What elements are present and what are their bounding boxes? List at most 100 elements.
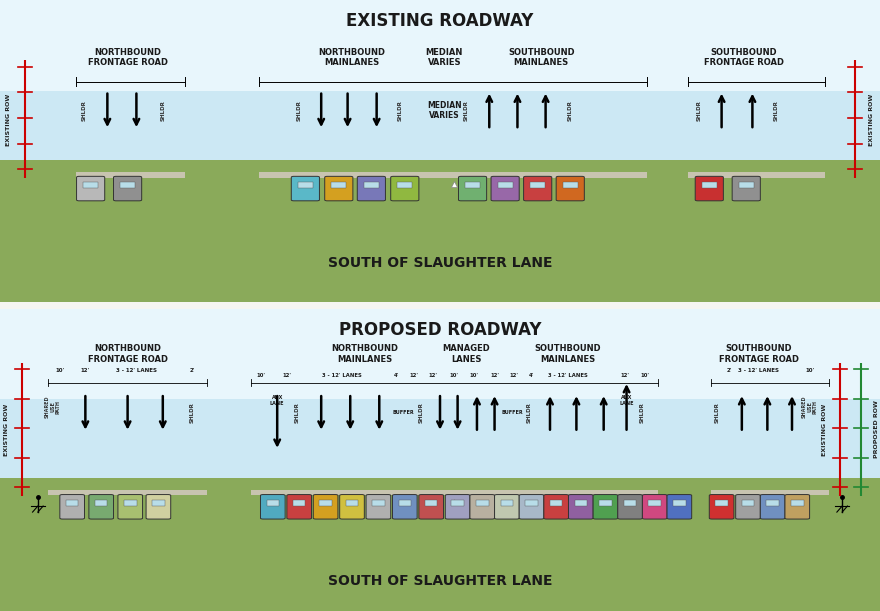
FancyBboxPatch shape	[618, 494, 642, 519]
Bar	[425, 500, 437, 507]
Text: SHLDR: SHLDR	[697, 100, 702, 121]
Bar	[531, 181, 545, 188]
Bar	[688, 172, 825, 178]
Bar	[48, 490, 207, 496]
Text: 12': 12'	[620, 373, 629, 378]
Text: 10': 10'	[805, 368, 814, 373]
Text: BUFFER: BUFFER	[502, 411, 523, 415]
Text: 12': 12'	[490, 373, 499, 378]
FancyBboxPatch shape	[366, 494, 391, 519]
Text: EXISTING ROW: EXISTING ROW	[6, 93, 11, 145]
Bar	[476, 500, 488, 507]
Text: EXISTING ROW: EXISTING ROW	[869, 93, 874, 145]
Bar	[346, 500, 358, 507]
Text: EXISTING ROW: EXISTING ROW	[4, 403, 9, 456]
FancyBboxPatch shape	[470, 494, 495, 519]
Polygon shape	[0, 481, 880, 611]
Bar	[525, 500, 538, 507]
Text: 3 - 12' LANES: 3 - 12' LANES	[547, 373, 588, 378]
Text: SHLDR: SHLDR	[189, 403, 194, 423]
Text: 3 - 12' LANES: 3 - 12' LANES	[116, 368, 157, 373]
FancyBboxPatch shape	[340, 494, 364, 519]
Text: NORTHBOUND
MAINLANES: NORTHBOUND MAINLANES	[319, 48, 385, 67]
Bar	[702, 181, 716, 188]
Text: MANAGED
LANES: MANAGED LANES	[443, 344, 490, 364]
FancyBboxPatch shape	[419, 494, 444, 519]
FancyBboxPatch shape	[593, 494, 618, 519]
Text: NORTHBOUND
FRONTAGE ROAD: NORTHBOUND FRONTAGE ROAD	[88, 48, 167, 67]
FancyBboxPatch shape	[519, 494, 544, 519]
Bar	[466, 181, 480, 188]
Bar	[332, 181, 346, 188]
Text: SOUTH OF SLAUGHTER LANE: SOUTH OF SLAUGHTER LANE	[327, 574, 553, 588]
Text: 12': 12'	[510, 373, 518, 378]
Bar	[0, 478, 880, 611]
Text: 2': 2'	[727, 368, 732, 373]
Polygon shape	[0, 163, 880, 302]
Text: SHLDR: SHLDR	[526, 403, 532, 423]
Bar	[550, 500, 562, 507]
Bar	[0, 293, 880, 400]
FancyBboxPatch shape	[732, 177, 760, 201]
Text: SHLDR: SHLDR	[715, 403, 720, 423]
Text: EXISTING ROW: EXISTING ROW	[822, 403, 827, 456]
Bar	[152, 500, 165, 507]
FancyBboxPatch shape	[491, 177, 519, 201]
Text: AUX
LANE: AUX LANE	[270, 395, 284, 406]
Bar	[742, 500, 754, 507]
Text: SOUTHBOUND
FRONTAGE ROAD: SOUTHBOUND FRONTAGE ROAD	[719, 344, 798, 364]
Bar	[715, 500, 728, 507]
FancyBboxPatch shape	[260, 494, 285, 519]
Bar	[66, 500, 78, 507]
Text: SOUTHBOUND
MAINLANES: SOUTHBOUND MAINLANES	[534, 344, 601, 364]
Text: SHLDR: SHLDR	[398, 100, 403, 121]
FancyBboxPatch shape	[544, 494, 568, 519]
Bar	[498, 181, 512, 188]
Bar	[563, 181, 577, 188]
FancyBboxPatch shape	[495, 494, 519, 519]
Bar	[124, 500, 136, 507]
Bar	[251, 490, 658, 496]
Bar	[501, 500, 513, 507]
Text: NORTHBOUND
FRONTAGE ROAD: NORTHBOUND FRONTAGE ROAD	[88, 344, 167, 364]
Bar	[364, 181, 378, 188]
Text: SHLDR: SHLDR	[464, 100, 469, 121]
FancyBboxPatch shape	[785, 494, 810, 519]
Text: 10': 10'	[256, 373, 265, 378]
FancyBboxPatch shape	[556, 177, 584, 201]
FancyBboxPatch shape	[667, 494, 692, 519]
Bar	[739, 181, 753, 188]
Bar	[293, 500, 305, 507]
Bar	[267, 500, 279, 507]
FancyBboxPatch shape	[458, 177, 487, 201]
FancyBboxPatch shape	[89, 494, 114, 519]
Text: 2': 2'	[189, 368, 194, 373]
FancyBboxPatch shape	[291, 177, 319, 201]
FancyBboxPatch shape	[357, 177, 385, 201]
FancyBboxPatch shape	[60, 494, 84, 519]
Text: SOUTHBOUND
FRONTAGE ROAD: SOUTHBOUND FRONTAGE ROAD	[704, 48, 783, 67]
Bar	[399, 500, 411, 507]
Text: NORTHBOUND
MAINLANES: NORTHBOUND MAINLANES	[332, 344, 399, 364]
Text: 12': 12'	[282, 373, 291, 378]
Bar	[259, 172, 647, 178]
Text: 10': 10'	[470, 373, 479, 378]
FancyBboxPatch shape	[695, 177, 723, 201]
Text: 10': 10'	[641, 373, 649, 378]
Text: EXISTING ROADWAY: EXISTING ROADWAY	[347, 12, 533, 30]
Text: SOUTHBOUND
MAINLANES: SOUTHBOUND MAINLANES	[508, 48, 575, 67]
FancyBboxPatch shape	[287, 494, 312, 519]
FancyBboxPatch shape	[709, 494, 734, 519]
Bar	[451, 500, 464, 507]
Bar	[121, 181, 135, 188]
Text: 4': 4'	[393, 373, 399, 378]
Bar	[76, 172, 185, 178]
Bar	[372, 500, 385, 507]
FancyBboxPatch shape	[325, 177, 353, 201]
FancyBboxPatch shape	[118, 494, 143, 519]
FancyBboxPatch shape	[77, 177, 105, 201]
Text: PROPOSED ROW: PROPOSED ROW	[874, 401, 879, 458]
Text: 3 - 12' LANES: 3 - 12' LANES	[321, 373, 362, 378]
Bar	[575, 500, 587, 507]
FancyBboxPatch shape	[445, 494, 470, 519]
